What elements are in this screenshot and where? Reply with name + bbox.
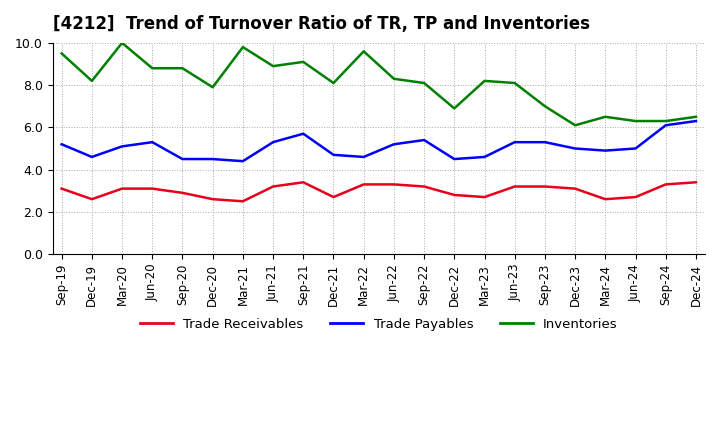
Inventories bbox=[601, 114, 610, 119]
Inventories bbox=[329, 81, 338, 86]
Trade Receivables bbox=[88, 197, 96, 202]
Trade Receivables bbox=[329, 194, 338, 200]
Trade Receivables bbox=[299, 180, 307, 185]
Trade Payables bbox=[88, 154, 96, 160]
Inventories bbox=[420, 81, 428, 86]
Inventories bbox=[148, 66, 156, 71]
Inventories bbox=[299, 59, 307, 65]
Trade Receivables bbox=[359, 182, 368, 187]
Trade Receivables bbox=[662, 182, 670, 187]
Trade Receivables bbox=[450, 192, 459, 198]
Trade Receivables bbox=[390, 182, 398, 187]
Trade Payables bbox=[359, 154, 368, 160]
Inventories bbox=[480, 78, 489, 84]
Inventories bbox=[208, 84, 217, 90]
Trade Payables bbox=[58, 142, 66, 147]
Trade Payables bbox=[299, 131, 307, 136]
Trade Payables bbox=[329, 152, 338, 158]
Line: Trade Receivables: Trade Receivables bbox=[62, 182, 696, 201]
Inventories bbox=[510, 81, 519, 86]
Trade Receivables bbox=[148, 186, 156, 191]
Trade Receivables bbox=[631, 194, 640, 200]
Trade Payables bbox=[238, 158, 247, 164]
Line: Trade Payables: Trade Payables bbox=[62, 121, 696, 161]
Inventories bbox=[692, 114, 701, 119]
Inventories bbox=[631, 118, 640, 124]
Trade Payables bbox=[480, 154, 489, 160]
Trade Payables bbox=[118, 144, 127, 149]
Trade Payables bbox=[510, 139, 519, 145]
Trade Receivables bbox=[571, 186, 580, 191]
Trade Receivables bbox=[541, 184, 549, 189]
Trade Payables bbox=[692, 118, 701, 124]
Inventories bbox=[178, 66, 186, 71]
Trade Receivables bbox=[510, 184, 519, 189]
Inventories bbox=[269, 63, 277, 69]
Trade Payables bbox=[269, 139, 277, 145]
Trade Receivables bbox=[269, 184, 277, 189]
Inventories bbox=[238, 44, 247, 50]
Trade Receivables bbox=[692, 180, 701, 185]
Inventories bbox=[541, 103, 549, 109]
Inventories bbox=[88, 78, 96, 84]
Trade Receivables bbox=[420, 184, 428, 189]
Trade Payables bbox=[178, 156, 186, 161]
Inventories bbox=[390, 76, 398, 81]
Inventories bbox=[359, 49, 368, 54]
Trade Receivables bbox=[480, 194, 489, 200]
Trade Payables bbox=[601, 148, 610, 153]
Trade Receivables bbox=[178, 190, 186, 195]
Inventories bbox=[450, 106, 459, 111]
Trade Payables bbox=[541, 139, 549, 145]
Trade Payables bbox=[571, 146, 580, 151]
Inventories bbox=[118, 40, 127, 45]
Inventories bbox=[571, 123, 580, 128]
Trade Payables bbox=[420, 137, 428, 143]
Trade Receivables bbox=[208, 197, 217, 202]
Trade Payables bbox=[631, 146, 640, 151]
Line: Inventories: Inventories bbox=[62, 43, 696, 125]
Trade Receivables bbox=[58, 186, 66, 191]
Trade Receivables bbox=[118, 186, 127, 191]
Trade Payables bbox=[148, 139, 156, 145]
Trade Payables bbox=[450, 156, 459, 161]
Trade Receivables bbox=[601, 197, 610, 202]
Legend: Trade Receivables, Trade Payables, Inventories: Trade Receivables, Trade Payables, Inven… bbox=[135, 312, 623, 336]
Inventories bbox=[58, 51, 66, 56]
Trade Payables bbox=[662, 123, 670, 128]
Trade Payables bbox=[390, 142, 398, 147]
Inventories bbox=[662, 118, 670, 124]
Text: [4212]  Trend of Turnover Ratio of TR, TP and Inventories: [4212] Trend of Turnover Ratio of TR, TP… bbox=[53, 15, 590, 33]
Trade Receivables bbox=[238, 198, 247, 204]
Trade Payables bbox=[208, 156, 217, 161]
